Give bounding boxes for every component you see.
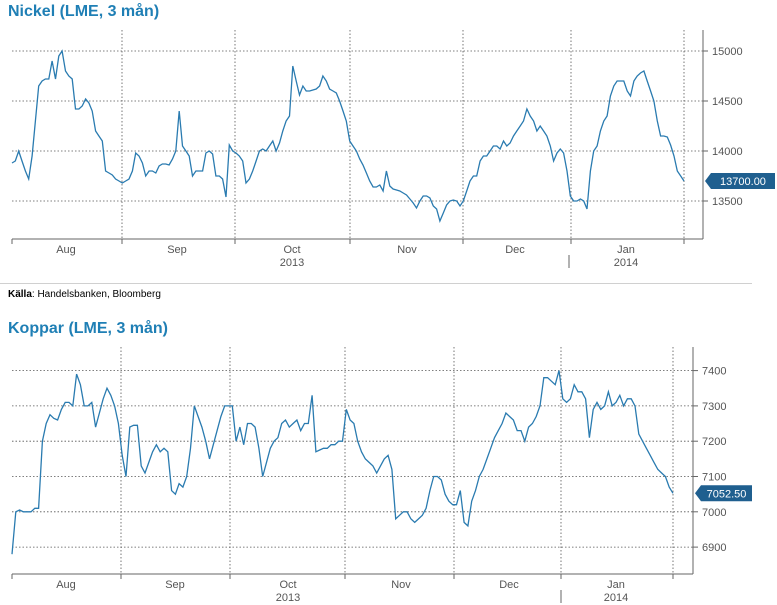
koppar-year-label-0: 2013 (276, 592, 300, 604)
nickel-month-label-4: Dec (505, 244, 525, 256)
koppar-y-tick-label-3: 7200 (702, 436, 726, 448)
nickel-year-label-0: 2013 (280, 257, 304, 269)
nickel-y-tick-label-0: 13500 (712, 196, 743, 208)
koppar-year-label-1: 2014 (604, 592, 628, 604)
koppar-y-tick-label-0: 6900 (702, 542, 726, 554)
koppar-y-tick-label-1: 7000 (702, 507, 726, 519)
nickel-y-tick-label-1: 14000 (712, 146, 743, 158)
koppar-series-line (11, 370, 674, 555)
divider (0, 283, 752, 284)
source-text: : Handelsbanken, Bloomberg (31, 289, 161, 300)
nickel-last-value-box (705, 173, 775, 189)
nickel-month-label-0: Aug (56, 244, 76, 256)
nickel-month-label-1: Sep (167, 244, 187, 256)
nickel-series-line (11, 49, 685, 223)
nickel-year-label-1: 2014 (614, 257, 638, 269)
koppar-month-label-4: Dec (499, 579, 519, 591)
koppar-month-label-3: Nov (391, 579, 411, 591)
koppar-month-label-2: Oct (279, 579, 296, 591)
koppar-month-label-0: Aug (56, 579, 76, 591)
koppar-month-label-1: Sep (165, 579, 185, 591)
nickel-last-value-label: 13700.00 (720, 176, 766, 188)
nickel-month-label-2: Oct (283, 244, 300, 256)
nickel-y-tick-label-2: 14500 (712, 96, 743, 108)
chart-title-nickel: Nickel (LME, 3 mån) (8, 3, 160, 20)
koppar-month-label-5: Jan (607, 579, 625, 591)
chart-title-koppar: Koppar (LME, 3 mån) (8, 320, 169, 337)
koppar-y-tick-label-5: 7400 (702, 366, 726, 378)
nickel-month-label-5: Jan (617, 244, 635, 256)
source-note: Källa: Handelsbanken, Bloomberg (8, 289, 161, 300)
nickel-month-label-3: Nov (397, 244, 417, 256)
nickel-y-tick-label-3: 15000 (712, 46, 743, 58)
source-label: Källa (8, 289, 32, 300)
koppar-last-value-label: 7052.50 (707, 488, 747, 500)
koppar-last-value-box (695, 485, 752, 502)
koppar-y-tick-label-4: 7300 (702, 401, 726, 413)
koppar-y-tick-label-2: 7100 (702, 472, 726, 484)
